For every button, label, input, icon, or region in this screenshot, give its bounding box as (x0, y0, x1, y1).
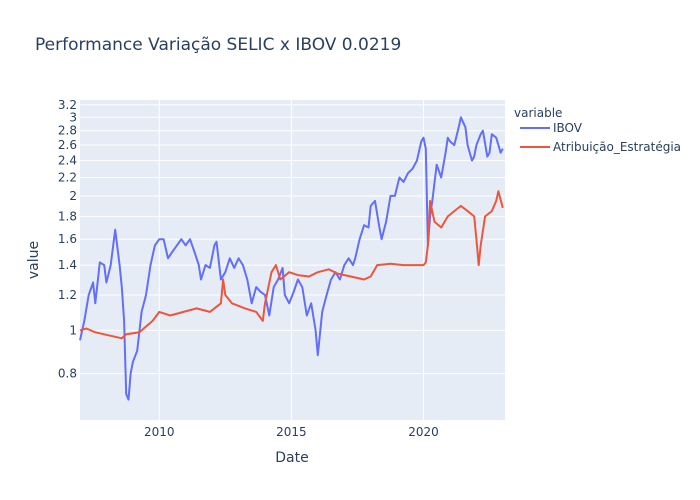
y-tick-label: 1.4 (58, 258, 77, 272)
x-tick-label: 2015 (276, 425, 307, 439)
legend-title: variable (514, 106, 562, 120)
y-tick-label: 2.8 (58, 124, 77, 138)
y-tick-label: 2.6 (58, 138, 77, 152)
y-tick-label: 3 (69, 110, 77, 124)
y-tick-label: 3.2 (58, 98, 77, 112)
x-tick-label: 2020 (408, 425, 439, 439)
y-tick-label: 1 (69, 323, 77, 337)
series-layer (79, 116, 504, 401)
y-axis-title: value (26, 241, 42, 279)
x-axis-title: Date (275, 450, 308, 466)
y-tick-label: 2 (69, 189, 77, 203)
y-tick-label: 1.8 (58, 209, 77, 223)
legend-items[interactable]: IBOV Atribuição_Estratégia (520, 121, 681, 154)
y-tick-label: 0.8 (58, 367, 77, 381)
legend-label-1[interactable]: Atribuição_Estratégia (553, 140, 681, 154)
series-line-0 (79, 116, 504, 401)
legend[interactable]: variable IBOV Atribuição_Estratégia (514, 106, 681, 154)
chart-title: Performance Variação SELIC x IBOV 0.0219 (35, 35, 402, 55)
plot-area (80, 100, 505, 420)
y-tick-label: 2.2 (58, 170, 77, 184)
legend-label-0[interactable]: IBOV (553, 121, 583, 135)
x-tick-label: 2010 (144, 425, 175, 439)
grid-lines (80, 100, 505, 420)
y-tick-label: 1.6 (58, 232, 77, 246)
x-tick-labels: 2010 2015 2020 (144, 425, 439, 439)
y-tick-labels: 0.8 1 1.2 1.4 1.6 1.8 2 2.2 2.4 2.62.833.2 (58, 98, 77, 381)
y-tick-label: 1.2 (58, 288, 77, 302)
y-tick-label: 2.4 (58, 154, 77, 168)
series-line-1 (79, 190, 504, 340)
